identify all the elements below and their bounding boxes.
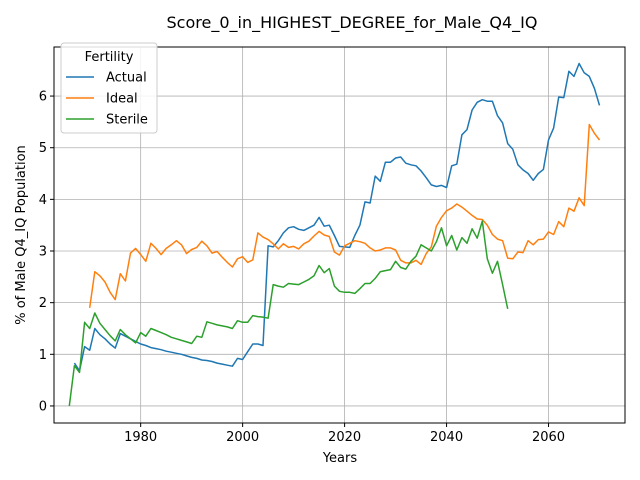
legend-label-actual: Actual [106,71,147,86]
y-tick-label: 6 [39,90,47,105]
x-tick-label: 2000 [226,430,259,445]
chart-title: Score_0_in_HIGHEST_DEGREE_for_Male_Q4_IQ [167,13,538,33]
y-tick-label: 5 [39,141,47,156]
y-tick-label: 1 [39,348,47,363]
x-tick-label: 2020 [328,430,361,445]
y-axis-label: % of Male Q4_IQ Population [14,145,29,325]
y-tick-label: 4 [39,193,47,208]
series-line-ideal [88,123,601,308]
x-tick-label: 2060 [532,430,565,445]
y-tick-label: 2 [39,296,47,311]
legend-title: Fertility [85,50,134,65]
series-layer [68,62,601,407]
legend: Fertility Actual Ideal Sterile [60,42,158,134]
x-tick-label: 2040 [430,430,463,445]
legend-frame [60,42,158,134]
plot-frame [53,46,626,424]
x-axis: 1980 2000 2020 2040 2060 [124,423,565,445]
y-axis: 0 1 2 3 4 5 6 [39,90,54,414]
y-tick-label: 0 [39,399,47,414]
legend-entries: Actual Ideal Sterile [66,71,148,128]
series-line-actual [73,62,601,372]
x-axis-label: Years [322,451,358,466]
legend-label-ideal: Ideal [106,92,138,107]
series-line-sterile [68,220,509,407]
x-tick-label: 1980 [124,430,157,445]
y-tick-label: 3 [39,245,47,260]
legend-label-sterile: Sterile [106,113,148,128]
